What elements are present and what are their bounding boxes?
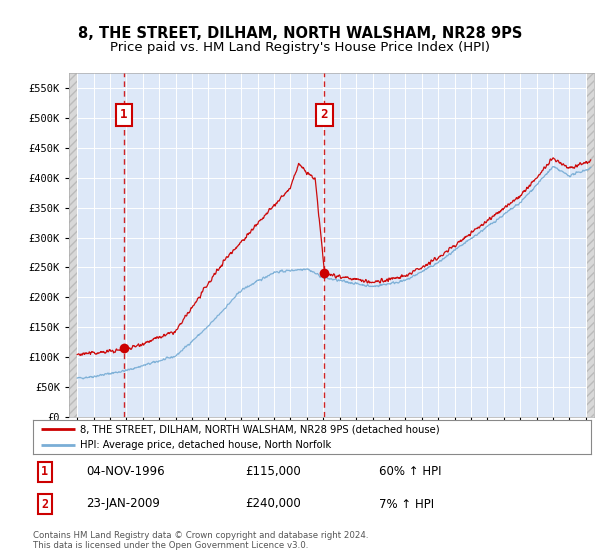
Bar — [69, 73, 77, 417]
Text: 1: 1 — [120, 108, 128, 121]
Text: HPI: Average price, detached house, North Norfolk: HPI: Average price, detached house, Nort… — [80, 440, 332, 450]
Text: £240,000: £240,000 — [245, 497, 301, 511]
Text: 60% ↑ HPI: 60% ↑ HPI — [379, 465, 442, 478]
Text: 8, THE STREET, DILHAM, NORTH WALSHAM, NR28 9PS (detached house): 8, THE STREET, DILHAM, NORTH WALSHAM, NR… — [80, 424, 440, 435]
Text: 7% ↑ HPI: 7% ↑ HPI — [379, 497, 434, 511]
Text: Contains HM Land Registry data © Crown copyright and database right 2024.
This d: Contains HM Land Registry data © Crown c… — [33, 531, 368, 550]
Text: £115,000: £115,000 — [245, 465, 301, 478]
Text: 8, THE STREET, DILHAM, NORTH WALSHAM, NR28 9PS: 8, THE STREET, DILHAM, NORTH WALSHAM, NR… — [78, 26, 522, 41]
Text: 04-NOV-1996: 04-NOV-1996 — [86, 465, 164, 478]
Text: 23-JAN-2009: 23-JAN-2009 — [86, 497, 160, 511]
Text: 2: 2 — [320, 108, 328, 121]
Text: 1: 1 — [41, 465, 49, 478]
Text: 2: 2 — [41, 497, 49, 511]
Bar — [587, 73, 594, 417]
Text: Price paid vs. HM Land Registry's House Price Index (HPI): Price paid vs. HM Land Registry's House … — [110, 41, 490, 54]
